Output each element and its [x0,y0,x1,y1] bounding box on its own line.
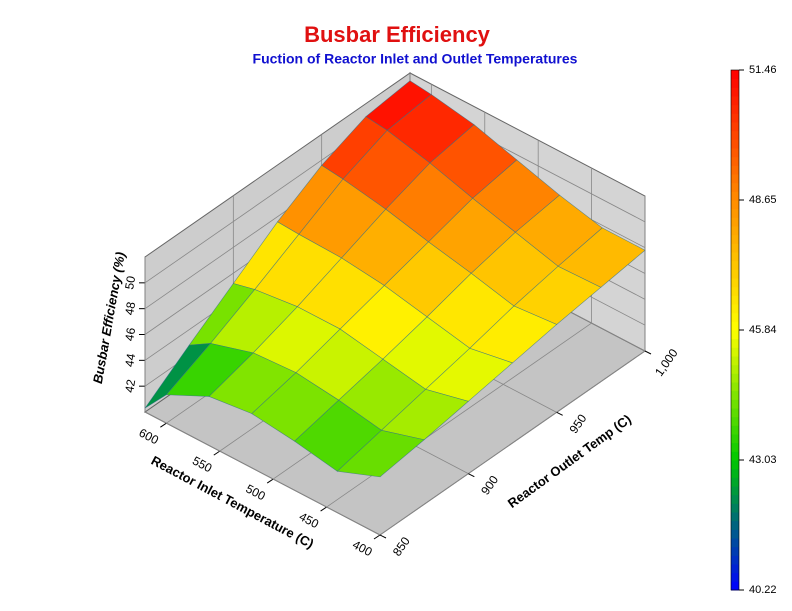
colorbar-segment [731,165,739,175]
colorbar-tick-label: 48.65 [749,194,777,206]
colorbar-segment [731,156,739,166]
z-tick-label: 44 [122,352,138,368]
colorbar-segment [731,321,739,331]
colorbar-segment [731,572,739,582]
z-tick-label: 46 [122,326,138,342]
surface-cell [336,429,425,478]
colorbar-segment [731,139,739,149]
colorbar-segment [731,243,739,253]
colorbar-segment [731,460,739,470]
y-tick [468,473,475,478]
grid-line [326,322,592,508]
colorbar-segment [731,226,739,236]
colorbar-segment [731,338,739,348]
colorbar-segment [731,494,739,504]
colorbar-segment [731,182,739,192]
colorbar-segment [731,529,739,539]
colorbar-tick-label: 45.84 [749,324,777,336]
colorbar-segment [731,330,739,340]
colorbar-segment [731,104,739,114]
colorbar-segment [731,122,739,132]
x-tick [213,450,221,456]
x-tick [373,534,381,540]
colorbar-segment [731,442,739,452]
z-tick-label: 42 [122,378,138,394]
colorbar-segment [731,278,739,288]
y-tick [379,534,387,539]
colorbar-segment [731,451,739,461]
colorbar-segment [731,130,739,140]
colorbar-segment [731,477,739,487]
colorbar-segment [731,486,739,496]
chart-subtitle: Fuction of Reactor Inlet and Outlet Temp… [253,51,578,67]
colorbar-segment [731,382,739,392]
colorbar-segment [731,408,739,418]
colorbar-segment [731,234,739,244]
colorbar-segment [731,148,739,158]
colorbar-segment [731,581,739,591]
colorbar-segment [731,200,739,210]
colorbar-segment [731,512,739,522]
colorbar-segment [731,520,739,530]
colorbar-segment [731,87,739,97]
colorbar-segment [731,399,739,409]
colorbar-segment [731,208,739,218]
colorbar-segment [731,312,739,322]
colorbar-segment [731,304,739,314]
colorbar-segment [731,269,739,279]
colorbar-segment [731,295,739,305]
colorbar-segment [731,390,739,400]
colorbar-segment [731,252,739,262]
colorbar-tick-label: 40.22 [749,584,777,596]
colorbar-segment [731,364,739,374]
x-tick [266,478,274,484]
z-tick-label: 48 [122,300,138,316]
colorbar-segment [731,174,739,184]
colorbar-segment [731,434,739,444]
chart-title: Busbar Efficiency [304,22,491,47]
grid-line [379,350,646,536]
colorbar-segment [731,564,739,574]
colorbar-segment [731,78,739,88]
colorbar-segment [731,96,739,106]
colorbar-tick-label: 43.03 [749,454,777,466]
colorbar-segment [731,217,739,227]
y-tick [556,411,563,416]
colorbar-segment [731,425,739,435]
x-tick [320,506,327,512]
colorbar-segment [731,555,739,565]
colorbar-segment [731,347,739,357]
y-tick [644,350,652,355]
grid-line [144,411,381,536]
colorbar-segment [731,113,739,123]
colorbar-segment [731,416,739,426]
colorbar-segment [731,468,739,478]
z-tick-label: 50 [122,275,138,291]
colorbar-segment [731,538,739,548]
colorbar-segment [731,503,739,513]
colorbar-segment [731,260,739,270]
colorbar-segment [731,356,739,366]
colorbar-segment [731,70,739,80]
colorbar-segment [731,286,739,296]
colorbar-tick-label: 51.46 [749,64,777,76]
colorbar-segment [731,373,739,383]
colorbar-segment [731,191,739,201]
colorbar-segment [731,546,739,556]
x-tick [160,422,167,428]
